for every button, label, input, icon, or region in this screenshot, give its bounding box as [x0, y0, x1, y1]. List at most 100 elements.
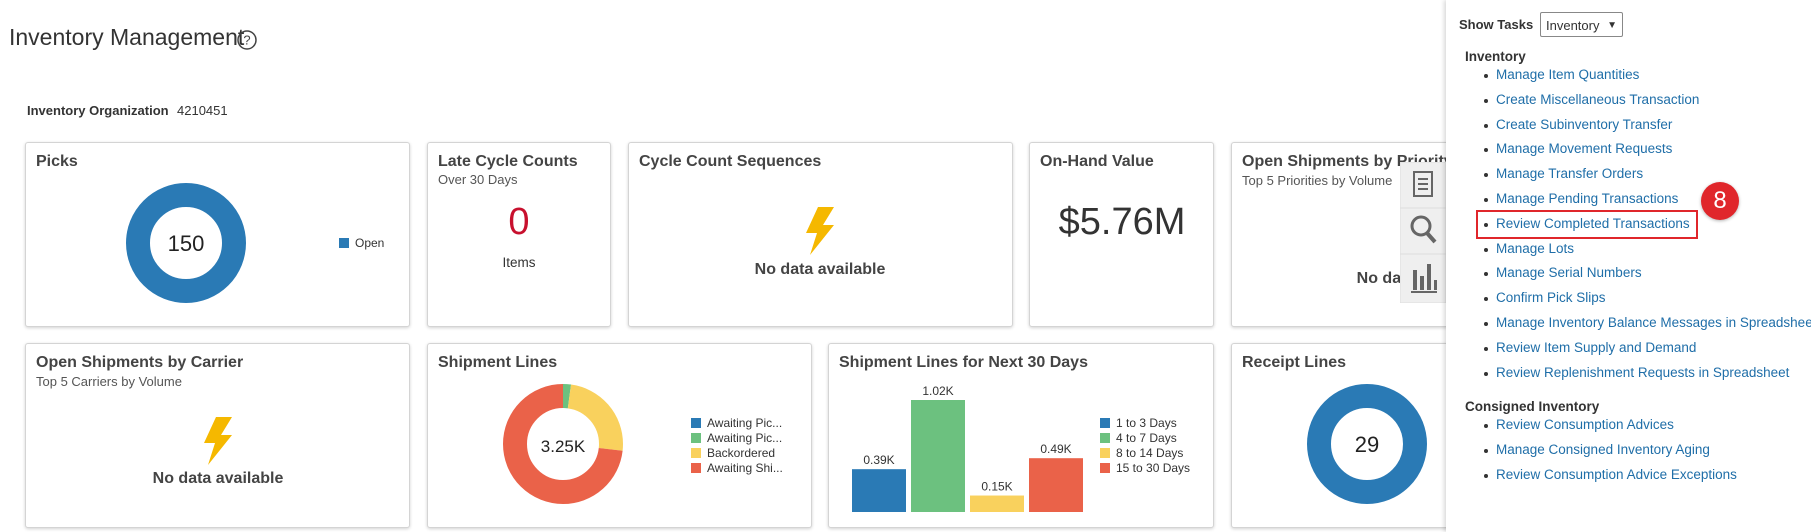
- legend-swatch: [1100, 433, 1110, 443]
- chart: 29: [1307, 384, 1427, 504]
- legend-swatch: [691, 463, 701, 473]
- donut-center-label: 29: [1355, 432, 1379, 457]
- bullet: [1484, 424, 1488, 428]
- task-link[interactable]: Review Consumption Advices: [1496, 417, 1674, 432]
- donut-segment: [503, 384, 623, 504]
- task-link[interactable]: Review Replenishment Requests in Spreads…: [1496, 364, 1790, 380]
- legend-swatch: [691, 433, 701, 443]
- bullet: [1484, 448, 1488, 453]
- tile[interactable]: Cycle Count Sequences No data available: [628, 142, 1013, 327]
- page-title: Inventory Management: [9, 24, 245, 50]
- bullet: [1484, 346, 1488, 351]
- bar-value-label: 1.02K: [922, 384, 953, 398]
- bar-value-label: 0.39K: [863, 453, 894, 467]
- donut-segment: [126, 183, 246, 303]
- bullet: [1484, 272, 1488, 277]
- chart: 0.39K 1 to 3 Days 1.02K 4 to 7 Days 0.15K 8 t…: [852, 384, 1190, 512]
- org-label: Inventory Organization: [27, 103, 169, 118]
- bar: [970, 495, 1024, 512]
- legend-swatch: [1100, 418, 1110, 428]
- kpi-value: 0: [508, 201, 530, 243]
- bar-value-label: 0.15K: [981, 480, 1012, 494]
- task-link[interactable]: Manage Pending Transactions: [1496, 191, 1679, 206]
- no-data-icon: [204, 417, 232, 465]
- bullet: [1484, 173, 1488, 178]
- task-link[interactable]: Review Completed Transactions: [1496, 215, 1690, 231]
- bullet: [1484, 98, 1488, 103]
- task-link[interactable]: Manage Item Quantities: [1496, 67, 1640, 82]
- bullet: [1484, 148, 1488, 153]
- no-data-message: No data available: [152, 470, 284, 487]
- org-value: 4210451: [177, 103, 228, 118]
- legend-label: Open: [355, 236, 384, 250]
- tile[interactable]: Picks 150 Open: [25, 142, 410, 327]
- donut-segment: [1307, 384, 1427, 504]
- highlight-box: [1476, 209, 1698, 239]
- legend-swatch: [691, 418, 701, 428]
- task-link[interactable]: Manage Lots: [1496, 240, 1575, 256]
- bar-value-label: 0.49K: [1040, 442, 1071, 456]
- task-link[interactable]: Confirm Pick Slips: [1496, 290, 1606, 306]
- analytics-icon[interactable]: [1411, 264, 1437, 293]
- tile-title: On-Hand Value: [1040, 153, 1154, 170]
- tile[interactable]: Open Shipments by Carrier Top 5 Carriers…: [25, 343, 410, 528]
- legend-label: 1 to 3 Days: [1116, 416, 1177, 430]
- legend-swatch: [339, 238, 349, 248]
- bullet: [1484, 473, 1488, 478]
- task-link[interactable]: Manage Consigned Inventory Aging: [1496, 441, 1710, 457]
- bullet: [1484, 222, 1488, 227]
- legend-label: Awaiting Shi...: [707, 461, 783, 475]
- legend-label: 15 to 30 Days: [1116, 461, 1190, 475]
- legend-label: 4 to 7 Days: [1116, 431, 1177, 445]
- no-data-message: No data available: [754, 261, 886, 278]
- bullet: [1484, 322, 1488, 326]
- search-icon[interactable]: [1410, 215, 1437, 244]
- task-link[interactable]: Review Consumption Advice Exceptions: [1496, 466, 1737, 482]
- tile-subtitle: Top 5 Carriers by Volume: [36, 374, 182, 389]
- legend-label: 8 to 14 Days: [1116, 446, 1183, 460]
- bullet: [1484, 198, 1488, 202]
- kpi-value: $5.76M: [1058, 201, 1186, 243]
- tile-title: Receipt Lines: [1242, 354, 1347, 371]
- bar: [911, 400, 965, 512]
- tile-title: Shipment Lines for Next 30 Days: [839, 354, 1088, 371]
- legend-swatch: [1100, 448, 1110, 458]
- select-value: Inventory: [1546, 18, 1600, 33]
- donut-segment: [503, 384, 623, 504]
- task-link[interactable]: Create Miscellaneous Transaction: [1496, 91, 1700, 107]
- no-data-icon: [806, 207, 834, 255]
- tile-title: Late Cycle Counts: [438, 153, 578, 170]
- legend-label: Awaiting Pic...: [707, 431, 782, 445]
- task-link[interactable]: Manage Inventory Balance Messages in Spr…: [1496, 315, 1811, 330]
- legend-swatch: [1100, 463, 1110, 473]
- bullet: [1484, 371, 1488, 376]
- notes-icon[interactable]: [1413, 171, 1433, 197]
- tile[interactable]: Late Cycle Counts Over 30 Days 0 Items: [427, 142, 611, 327]
- tile[interactable]: On-Hand Value $5.76M: [1029, 142, 1214, 327]
- help-icon[interactable]: ?: [236, 29, 258, 51]
- task-link[interactable]: Review Item Supply and Demand: [1496, 339, 1697, 355]
- svg-text:?: ?: [243, 33, 250, 48]
- bullet: [1484, 297, 1488, 302]
- tasks-select[interactable]: Inventory ▼: [1540, 12, 1623, 37]
- tile-title: Open Shipments by Carrier: [36, 354, 244, 371]
- bullet: [1484, 123, 1488, 128]
- group-heading: Inventory: [1465, 49, 1526, 64]
- tile[interactable]: Shipment Lines 3.25K Awaiting Pic... Awaiti…: [427, 343, 812, 528]
- tile-title: Cycle Count Sequences: [639, 153, 822, 170]
- chart: 150 Open: [126, 183, 384, 303]
- legend-label: Backordered: [707, 446, 775, 460]
- task-link[interactable]: Create Subinventory Transfer: [1496, 116, 1673, 132]
- tile[interactable]: Shipment Lines for Next 30 Days 0.39K 1 to…: [828, 343, 1214, 528]
- bullet: [1484, 74, 1488, 78]
- bullet: [1484, 247, 1488, 252]
- task-link[interactable]: Manage Transfer Orders: [1496, 166, 1644, 182]
- donut-center-label: 150: [168, 231, 205, 256]
- show-tasks-label: Show Tasks: [1459, 17, 1534, 32]
- side-toolbar: [1400, 162, 1446, 303]
- group-heading: Consigned Inventory: [1465, 399, 1600, 414]
- task-link[interactable]: Manage Movement Requests: [1496, 141, 1673, 157]
- task-link[interactable]: Manage Serial Numbers: [1496, 265, 1642, 281]
- kpi-unit: Items: [502, 255, 536, 270]
